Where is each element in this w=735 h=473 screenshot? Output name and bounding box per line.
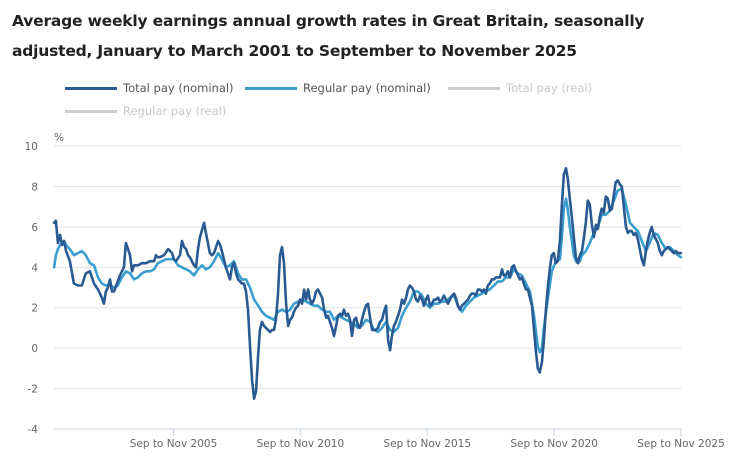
legend-label: Total pay (nominal) (123, 81, 234, 95)
legend-label: Regular pay (real) (123, 104, 227, 118)
y-tick-label: -4 (28, 424, 39, 436)
legend-item-regular-pay-nominal[interactable]: Regular pay (nominal) (245, 78, 431, 98)
x-tick-label: Sep to Nov 2020 (510, 438, 598, 450)
y-tick-label: -2 (28, 384, 38, 396)
legend-swatch (65, 109, 117, 113)
x-tick-label: Sep to Nov 2025 (637, 438, 725, 450)
legend-swatch (245, 86, 297, 90)
y-tick-label: 0 (31, 343, 38, 355)
y-tick-label: 6 (31, 222, 38, 234)
legend-item-regular-pay-real[interactable]: Regular pay (real) (65, 101, 226, 121)
y-axis-unit-label: % (54, 132, 64, 144)
x-tick-label: Sep to Nov 2015 (383, 438, 471, 450)
chart-title: Average weekly earnings annual growth ra… (12, 12, 645, 60)
legend-swatch (65, 86, 117, 90)
legend-swatch (448, 86, 500, 90)
y-tick-label: 10 (25, 141, 38, 153)
x-tick-label: Sep to Nov 2010 (257, 438, 345, 450)
y-tick-label: 4 (31, 262, 38, 274)
series-line-total-pay-nominal (52, 166, 683, 400)
legend-item-total-pay-real[interactable]: Total pay (real) (448, 78, 592, 98)
y-tick-label: 2 (31, 303, 38, 315)
y-tick-label: 8 (31, 181, 38, 193)
legend-label: Regular pay (nominal) (303, 81, 431, 95)
legend-item-total-pay-nominal[interactable]: Total pay (nominal) (65, 78, 234, 98)
x-tick-label: Sep to Nov 2005 (130, 438, 218, 450)
legend-label: Total pay (real) (506, 81, 593, 95)
